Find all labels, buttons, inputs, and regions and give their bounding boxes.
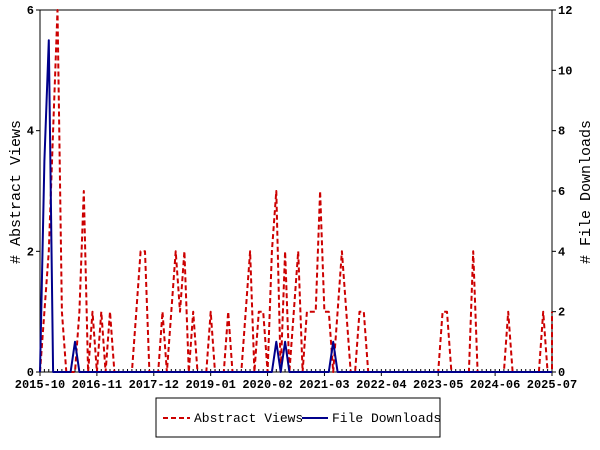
x-tick-label: 2023-05 <box>413 378 463 392</box>
y-left-tick-labels: 0 2 4 6 <box>27 4 34 380</box>
y-right-tick-label: 6 <box>558 185 565 199</box>
y-left-axis-label: # Abstract Views <box>8 120 25 264</box>
x-tick-label: 2025-07 <box>527 378 577 392</box>
x-tick-label: 2020-02 <box>242 378 292 392</box>
y-left-tick-label: 0 <box>27 366 34 380</box>
y-right-tick-labels: 0 2 4 6 8 10 12 <box>558 4 572 380</box>
x-tick-label: 2015-10 <box>15 378 65 392</box>
x-tick-label: 2021-03 <box>299 378 349 392</box>
legend-label-file-downloads: File Downloads <box>332 411 441 426</box>
series-layer <box>39 9 553 373</box>
y-left-tick-label: 2 <box>27 245 34 259</box>
y-right-tick-label: 8 <box>558 125 565 139</box>
y-right-tick-label: 4 <box>558 245 565 259</box>
x-tick-label: 2016-11 <box>72 378 122 392</box>
legend: Abstract Views File Downloads <box>155 397 441 438</box>
legend-box <box>155 397 441 438</box>
y-right-tick-label: 2 <box>558 306 565 320</box>
y-left-tick-label: 4 <box>27 125 34 139</box>
y-right-tick-label: 12 <box>558 4 572 18</box>
series-line-abstract-views <box>39 9 553 373</box>
x-tick-labels: 2015-10 2016-11 2017-12 2019-01 2020-02 2021-… <box>15 378 577 392</box>
y-right-axis-label: # File Downloads <box>578 120 595 264</box>
legend-label-abstract-views: Abstract Views <box>194 411 303 426</box>
x-tick-label: 2019-01 <box>185 378 235 392</box>
tick-marks <box>36 9 556 376</box>
y-right-tick-label: 0 <box>558 366 565 380</box>
y-right-tick-label: 10 <box>558 64 572 78</box>
series-line-file-downloads <box>39 39 552 373</box>
x-tick-label: 2024-06 <box>470 378 520 392</box>
x-tick-label: 2017-12 <box>129 378 179 392</box>
x-tick-label: 2022-04 <box>356 378 406 392</box>
y-left-tick-label: 6 <box>27 4 34 18</box>
